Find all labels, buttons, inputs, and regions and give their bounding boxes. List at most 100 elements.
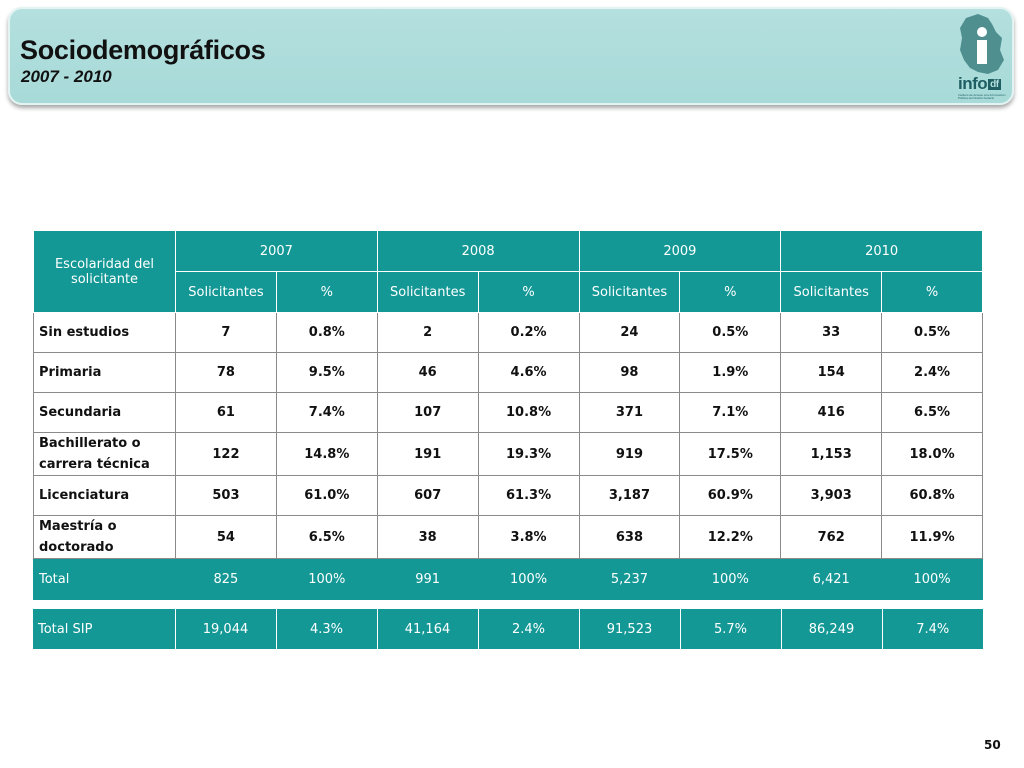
cell: 6.5% (275, 515, 378, 559)
column-header: % (881, 271, 983, 313)
cell: 191 (376, 432, 479, 476)
cell: 61.0% (275, 475, 378, 516)
cell: 371 (578, 392, 681, 433)
cell: 6.5% (881, 392, 983, 433)
cell: 14.8% (275, 432, 378, 476)
education-table: Escolaridad del solicitante 2007 2008 20… (33, 230, 983, 600)
row-label: Sin estudios (33, 312, 176, 353)
cell: 2.4% (881, 352, 983, 393)
cell: 122 (175, 432, 277, 476)
cell: 91,523 (578, 609, 680, 649)
row-label: Total SIP (33, 609, 175, 649)
cell: 19.3% (477, 432, 580, 476)
cell: 825 (175, 558, 277, 600)
cell: 107 (376, 392, 479, 433)
column-header: % (275, 271, 378, 313)
cell: 762 (780, 515, 883, 559)
cell: 919 (578, 432, 681, 476)
cell: 2.4% (477, 609, 579, 649)
year-header: 2007 (175, 230, 378, 272)
page-number: 50 (984, 738, 1001, 752)
row-label: Total (33, 558, 176, 600)
cell: 54 (175, 515, 277, 559)
cell: 7.4% (275, 392, 378, 433)
year-header: 2008 (376, 230, 580, 272)
cell: 18.0% (881, 432, 983, 476)
cell: 100% (881, 558, 983, 600)
logo-wordmark: info df (958, 74, 1001, 93)
cell: 98 (578, 352, 681, 393)
cell: 0.8% (275, 312, 378, 353)
year-header-row: Escolaridad del solicitante 2007 2008 20… (33, 230, 983, 313)
table-row: Bachillerato o carrera técnica 122 14.8%… (33, 432, 983, 476)
cell: 991 (376, 558, 479, 600)
column-header: Solicitantes (578, 271, 681, 313)
subheader-row: Solicitantes % Solicitantes % Solicitant… (34, 271, 983, 313)
cell: 2 (376, 312, 479, 353)
row-label: Licenciatura (33, 475, 176, 516)
cell: 638 (578, 515, 681, 559)
cell: 7 (175, 312, 277, 353)
cell: 100% (679, 558, 782, 600)
logo-caption: Instituto de Acceso a la Información Púb… (958, 93, 1006, 100)
cell: 17.5% (679, 432, 782, 476)
cell: 3,187 (578, 475, 681, 516)
cell: 5,237 (578, 558, 681, 600)
cell: 9.5% (275, 352, 378, 393)
infodf-logo-icon (960, 14, 1004, 74)
cell: 7.4% (881, 609, 983, 649)
cell: 78 (175, 352, 277, 393)
cell: 607 (376, 475, 479, 516)
cell: 7.1% (679, 392, 782, 433)
row-label: Primaria (33, 352, 176, 393)
cell: 10.8% (477, 392, 580, 433)
column-header: % (679, 271, 782, 313)
cell: 33 (780, 312, 883, 353)
column-header: Solicitantes (175, 271, 277, 313)
cell: 61.3% (477, 475, 580, 516)
cell: 3,903 (780, 475, 883, 516)
table-row: Licenciatura 503 61.0% 607 61.3% 3,187 6… (33, 475, 983, 516)
column-header: % (477, 271, 580, 313)
row-label: Bachillerato o carrera técnica (33, 432, 176, 476)
cell: 1,153 (780, 432, 883, 476)
cell: 503 (175, 475, 277, 516)
cell: 19,044 (174, 609, 276, 649)
cell: 46 (376, 352, 479, 393)
table-row: Sin estudios 7 0.8% 2 0.2% 24 0.5% 33 0.… (33, 312, 983, 353)
total-row: Total 825 100% 991 100% 5,237 100% 6,421… (33, 558, 983, 600)
page-subtitle: 2007 - 2010 (21, 67, 112, 86)
cell: 86,249 (780, 609, 882, 649)
cell: 0.5% (881, 312, 983, 353)
cell: 60.8% (881, 475, 983, 516)
cell: 11.9% (881, 515, 983, 559)
cell: 100% (477, 558, 580, 600)
cell: 6,421 (780, 558, 883, 600)
year-header: 2010 (780, 230, 983, 272)
cell: 38 (376, 515, 479, 559)
page-title: Sociodemográficos (20, 35, 266, 65)
total-sip-row: Total SIP 19,044 4.3% 41,164 2.4% 91,523… (33, 609, 983, 649)
corner-header: Escolaridad del solicitante (33, 230, 176, 313)
cell: 4.3% (275, 609, 377, 649)
total-sip-table: Total SIP 19,044 4.3% 41,164 2.4% 91,523… (33, 609, 983, 649)
cell: 0.5% (679, 312, 782, 353)
table-row: Primaria 78 9.5% 46 4.6% 98 1.9% 154 2.4… (33, 352, 983, 393)
year-header: 2009 (578, 230, 782, 272)
cell: 3.8% (477, 515, 580, 559)
row-label: Maestría o doctorado (33, 515, 176, 559)
cell: 24 (578, 312, 681, 353)
column-header: Solicitantes (780, 271, 883, 313)
cell: 12.2% (679, 515, 782, 559)
row-label: Secundaria (33, 392, 176, 433)
cell: 4.6% (477, 352, 580, 393)
cell: 41,164 (376, 609, 478, 649)
table-row: Maestría o doctorado 54 6.5% 38 3.8% 638… (33, 515, 983, 559)
cell: 0.2% (477, 312, 580, 353)
cell: 61 (175, 392, 277, 433)
cell: 60.9% (679, 475, 782, 516)
table-row: Secundaria 61 7.4% 107 10.8% 371 7.1% 41… (33, 392, 983, 433)
cell: 154 (780, 352, 883, 393)
cell: 416 (780, 392, 883, 433)
cell: 100% (275, 558, 378, 600)
